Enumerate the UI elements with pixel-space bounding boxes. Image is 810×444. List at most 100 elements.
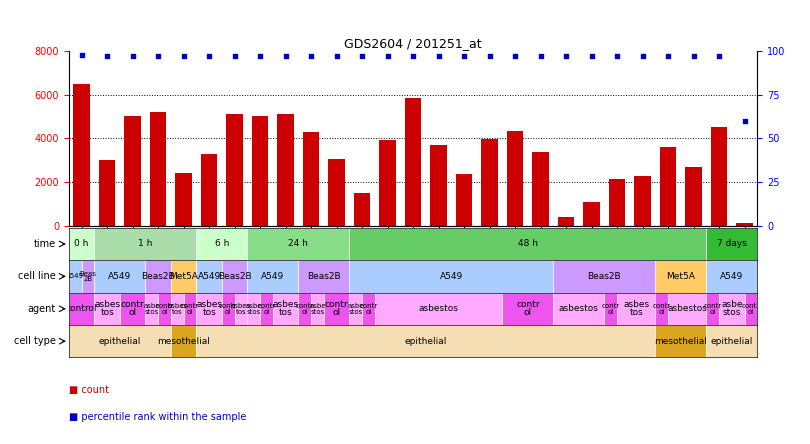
- Text: contr
ol: contr ol: [602, 303, 620, 314]
- Text: contr
ol: contr ol: [258, 303, 275, 314]
- Text: contr
ol: contr ol: [156, 303, 173, 314]
- Bar: [171, 325, 196, 357]
- Text: Beas2B: Beas2B: [307, 272, 341, 281]
- Text: Met5A: Met5A: [169, 272, 198, 281]
- Bar: [553, 293, 604, 325]
- Text: asbes
tos: asbes tos: [272, 300, 299, 317]
- Bar: [617, 293, 655, 325]
- Bar: [349, 228, 706, 260]
- Bar: [711, 127, 727, 226]
- Bar: [196, 293, 222, 325]
- Bar: [324, 293, 349, 325]
- Text: contr
ol: contr ol: [360, 303, 377, 314]
- Point: [432, 53, 445, 60]
- Text: ■ percentile rank within the sample: ■ percentile rank within the sample: [69, 412, 246, 422]
- Bar: [744, 293, 757, 325]
- Text: epithelial: epithelial: [405, 337, 447, 346]
- Text: asbes
tos: asbes tos: [196, 300, 222, 317]
- Point: [407, 53, 420, 60]
- Text: Beas2B: Beas2B: [587, 272, 621, 281]
- Bar: [171, 260, 196, 293]
- Bar: [609, 178, 625, 226]
- Bar: [273, 293, 298, 325]
- Bar: [277, 114, 294, 226]
- Bar: [94, 228, 196, 260]
- Text: A549: A549: [66, 274, 84, 279]
- Bar: [69, 325, 171, 357]
- Text: contr
ol: contr ol: [742, 303, 760, 314]
- Bar: [655, 260, 706, 293]
- Point: [254, 53, 266, 60]
- Bar: [145, 260, 171, 293]
- Point: [75, 51, 88, 58]
- Bar: [719, 293, 744, 325]
- Bar: [124, 116, 141, 226]
- Bar: [558, 217, 574, 226]
- Bar: [235, 293, 247, 325]
- Text: 0 h: 0 h: [75, 239, 89, 249]
- Bar: [298, 293, 311, 325]
- Point: [662, 53, 675, 60]
- Bar: [405, 98, 421, 226]
- Bar: [328, 159, 345, 226]
- Bar: [736, 223, 752, 226]
- Point: [305, 53, 318, 60]
- Bar: [69, 228, 94, 260]
- Bar: [706, 293, 719, 325]
- Point: [126, 53, 139, 60]
- Point: [228, 53, 241, 60]
- Point: [713, 53, 726, 60]
- Point: [636, 53, 649, 60]
- Bar: [145, 293, 158, 325]
- Bar: [196, 228, 247, 260]
- Point: [151, 53, 164, 60]
- Bar: [685, 166, 702, 226]
- Text: Met5A: Met5A: [667, 272, 695, 281]
- Point: [483, 53, 496, 60]
- Text: 1 h: 1 h: [139, 239, 152, 249]
- Bar: [375, 293, 502, 325]
- Text: cell type: cell type: [15, 336, 56, 346]
- Bar: [94, 293, 120, 325]
- Text: asbe
stos: asbe stos: [347, 303, 364, 314]
- Text: A549: A549: [109, 272, 131, 281]
- Point: [560, 53, 573, 60]
- Text: asbe
stos: asbe stos: [245, 303, 262, 314]
- Text: A549: A549: [261, 272, 284, 281]
- Text: contr
ol: contr ol: [325, 300, 348, 317]
- Text: A549: A549: [440, 272, 463, 281]
- Text: Beas2B: Beas2B: [141, 272, 175, 281]
- Bar: [481, 139, 498, 226]
- Point: [611, 53, 624, 60]
- Point: [202, 53, 215, 60]
- Bar: [120, 293, 145, 325]
- Text: contr
ol: contr ol: [516, 300, 539, 317]
- Bar: [94, 260, 145, 293]
- Bar: [655, 293, 668, 325]
- Bar: [634, 176, 651, 226]
- Bar: [247, 228, 349, 260]
- Point: [356, 53, 369, 60]
- Bar: [379, 140, 396, 226]
- Text: cell line: cell line: [19, 271, 56, 281]
- Text: time: time: [34, 239, 56, 249]
- Text: mesothelial: mesothelial: [654, 337, 707, 346]
- Bar: [311, 293, 324, 325]
- Bar: [69, 293, 94, 325]
- Bar: [362, 293, 375, 325]
- Bar: [706, 325, 757, 357]
- Bar: [354, 193, 370, 226]
- Text: contr
ol: contr ol: [181, 303, 199, 314]
- Bar: [553, 260, 655, 293]
- Text: epithelial: epithelial: [99, 337, 141, 346]
- Bar: [74, 84, 90, 226]
- Point: [585, 53, 598, 60]
- Bar: [184, 293, 196, 325]
- Text: epithelial: epithelial: [710, 337, 753, 346]
- Bar: [260, 293, 273, 325]
- Bar: [456, 174, 472, 226]
- Bar: [604, 293, 617, 325]
- Text: A549: A549: [720, 272, 744, 281]
- Point: [177, 53, 190, 60]
- Text: asbes
tos: asbes tos: [167, 303, 187, 314]
